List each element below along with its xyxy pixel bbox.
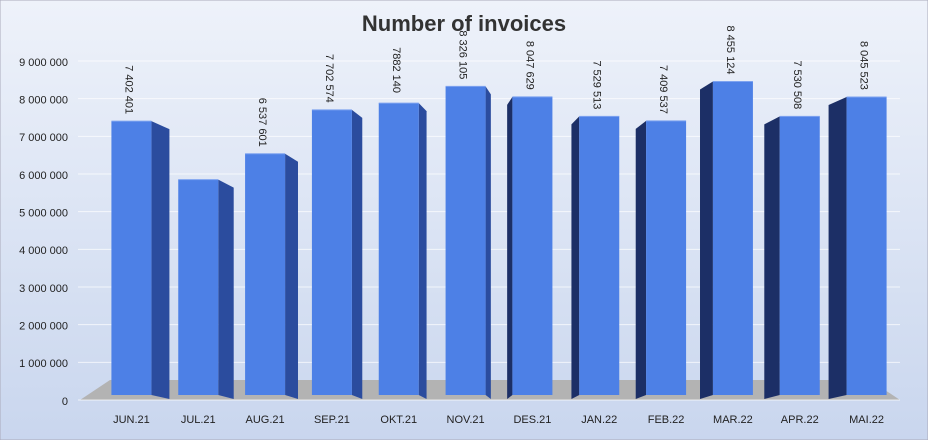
y-tick-label: 4 000 000 <box>19 245 68 257</box>
x-tick-label: JAN.22 <box>581 414 617 426</box>
bar <box>646 120 687 395</box>
x-tick-label: APR.22 <box>781 414 819 426</box>
y-tick-label: 0 <box>62 396 68 408</box>
bar <box>512 96 553 395</box>
bar-side <box>151 121 170 399</box>
bar <box>311 109 352 395</box>
bar-side <box>485 86 491 400</box>
y-tick-label: 6 000 000 <box>19 170 68 182</box>
value-label: 8 455 124 <box>724 26 736 75</box>
y-tick-label: 7 000 000 <box>19 132 68 144</box>
bar-side <box>571 116 580 400</box>
bar-side <box>285 153 298 399</box>
y-tick-label: 5 000 000 <box>19 208 68 220</box>
value-label: 7 409 537 <box>657 65 669 114</box>
value-label: 7 702 574 <box>323 54 335 103</box>
x-tick-label: OKT.21 <box>380 414 417 426</box>
bar <box>378 103 419 396</box>
bar <box>579 116 620 396</box>
x-tick-label: MAI.22 <box>849 414 884 426</box>
bar-side <box>218 179 234 399</box>
y-tick-label: 2 000 000 <box>19 321 68 333</box>
bar-side <box>418 103 427 400</box>
bar-side <box>700 81 713 399</box>
chart-title: Number of invoices <box>362 11 566 36</box>
value-label: 6 537 601 <box>256 98 268 147</box>
x-tick-label: SEP.21 <box>314 414 350 426</box>
bar <box>712 81 753 395</box>
bar <box>445 86 486 396</box>
bar-side <box>635 120 647 399</box>
value-label: 7 529 513 <box>590 60 602 109</box>
x-tick-label: FEB.22 <box>648 414 685 426</box>
y-tick-label: 1 000 000 <box>19 358 68 370</box>
value-label: 8 326 105 <box>457 30 469 79</box>
y-tick-label: 8 000 000 <box>19 95 68 107</box>
value-label: 8 047 629 <box>524 41 536 90</box>
bar-side <box>507 96 513 399</box>
x-tick-label: DES.21 <box>513 414 551 426</box>
bar-side <box>828 96 847 399</box>
bar <box>846 96 887 395</box>
value-label: 7 402 401 <box>123 65 135 114</box>
bar <box>178 179 219 395</box>
x-tick-label: AUG.21 <box>246 414 285 426</box>
value-label: 7882 140 <box>390 47 402 93</box>
bar <box>111 121 152 395</box>
x-tick-label: MAR.22 <box>713 414 753 426</box>
x-tick-label: JUL.21 <box>181 414 216 426</box>
bar <box>779 116 820 396</box>
y-tick-label: 9 000 000 <box>19 57 68 69</box>
x-tick-label: NOV.21 <box>447 414 485 426</box>
x-tick-label: JUN.21 <box>113 414 150 426</box>
y-tick-label: 3 000 000 <box>19 283 68 295</box>
bar-side <box>764 116 780 400</box>
value-label: 7 530 508 <box>791 60 803 109</box>
value-label: 8 045 523 <box>858 41 870 90</box>
bar <box>245 153 286 395</box>
bar-side <box>351 109 363 399</box>
